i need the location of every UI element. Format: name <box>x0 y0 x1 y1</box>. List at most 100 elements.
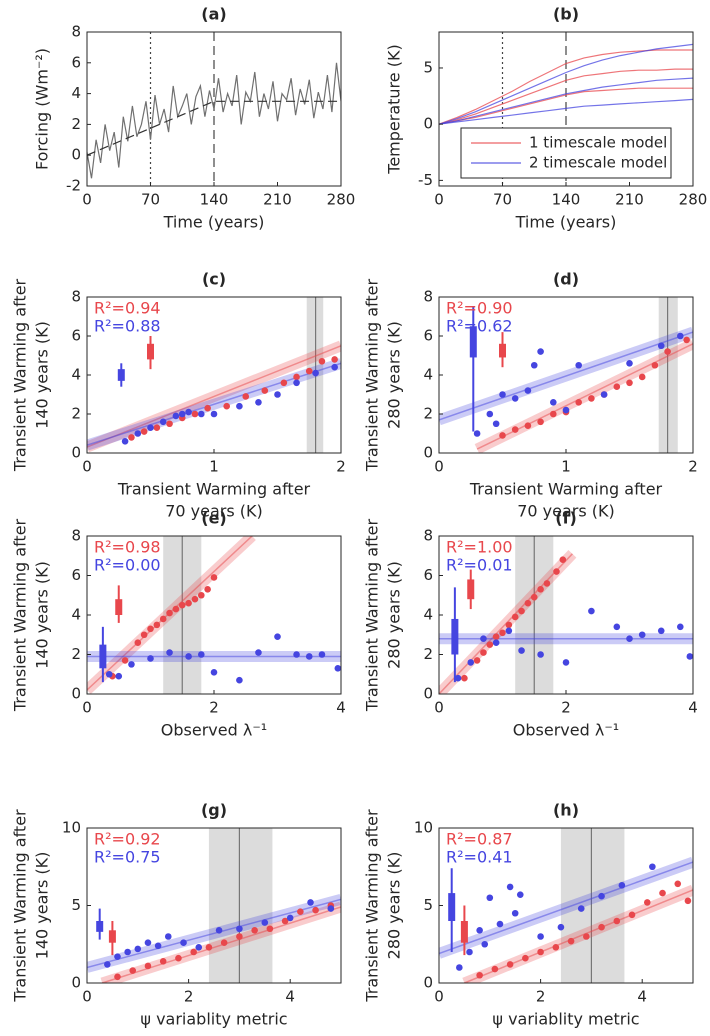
y-axis-label: 140 years (K) <box>33 321 52 429</box>
box <box>448 893 456 921</box>
point <box>164 933 172 940</box>
point <box>511 909 519 917</box>
point <box>537 418 544 426</box>
x-tick-label: 4 <box>688 699 698 717</box>
point <box>543 580 551 587</box>
x-axis-label: Time (years) <box>163 213 265 232</box>
y-axis-label: Forcing (Wm⁻²) <box>33 48 52 170</box>
box <box>451 618 459 655</box>
panel: (e) 0 2 4 0 2 4 6 8 Observed λ⁻¹ Transient Warming… <box>11 509 346 740</box>
y-tick-label: -5 <box>418 171 433 189</box>
point <box>159 418 167 426</box>
point <box>486 894 494 902</box>
point <box>242 393 250 400</box>
point <box>236 402 243 410</box>
point <box>552 944 560 951</box>
point <box>178 601 186 609</box>
point <box>318 651 326 658</box>
plot-content <box>439 536 693 694</box>
x-tick-label: 4 <box>285 988 295 1006</box>
panel: (f) 0 2 4 0 2 4 6 8 Observed λ⁻¹ Transient Warming… <box>363 509 698 740</box>
plot-content <box>439 32 693 186</box>
point <box>643 899 651 906</box>
point <box>626 379 633 387</box>
y-axis-label: 140 years (K) <box>33 561 52 669</box>
y-tick-label: 0 <box>71 685 81 703</box>
point <box>575 399 582 406</box>
point <box>180 939 187 946</box>
y-tick-label: 6 <box>71 53 81 71</box>
point <box>121 657 129 664</box>
point <box>159 958 167 965</box>
point <box>686 653 693 660</box>
point <box>255 399 262 406</box>
point <box>486 410 494 418</box>
point <box>223 402 230 410</box>
x-tick-label: 140 <box>552 191 581 209</box>
panel: (h) 0 2 4 0 5 10 ψ variablity metric Transient W… <box>363 801 694 1029</box>
r-squared-label: R²=0.98 <box>94 538 161 557</box>
point <box>191 410 199 418</box>
point <box>511 613 519 621</box>
observation-range <box>208 828 273 983</box>
box <box>467 579 475 600</box>
point <box>198 410 205 418</box>
x-tick-label: 140 <box>200 191 229 209</box>
x-axis-label: 70 years (K) <box>165 502 263 521</box>
point <box>140 631 148 639</box>
x-tick-label: 2 <box>184 988 194 1006</box>
point <box>327 905 335 912</box>
panel-title: (g) <box>201 801 227 820</box>
point <box>626 635 633 642</box>
x-tick-label: 0 <box>82 191 92 209</box>
point <box>659 889 666 897</box>
point <box>215 927 223 934</box>
point <box>114 973 121 981</box>
point <box>153 621 161 629</box>
point <box>312 369 319 377</box>
point <box>550 399 557 406</box>
point <box>185 408 192 416</box>
panel: (c) 0 1 2 0 2 4 6 8 Transient Warming after 70 yea… <box>11 270 346 521</box>
y-axis-label: Transient Warming after <box>363 809 382 1003</box>
box <box>117 369 125 381</box>
x-tick-label: 280 <box>327 191 356 209</box>
panel-title: (e) <box>201 509 226 528</box>
y-axis-label: Transient Warming after <box>11 809 30 1003</box>
point <box>172 412 180 420</box>
x-axis-label: Transient Warming after <box>469 480 663 499</box>
point <box>613 623 621 631</box>
panel-title: (c) <box>202 270 226 289</box>
y-axis-label: 140 years (K) <box>33 852 52 960</box>
point <box>567 937 575 945</box>
x-tick-label: 4 <box>336 699 346 717</box>
point <box>562 659 570 666</box>
y-tick-label: 8 <box>423 527 433 545</box>
point <box>626 360 633 367</box>
point <box>305 367 313 375</box>
y-tick-label: 8 <box>71 288 81 306</box>
y-axis-label: Transient Warming after <box>363 278 382 472</box>
y-tick-label: 0 <box>423 115 433 133</box>
plot-area <box>87 536 341 694</box>
x-tick-label: 0 <box>434 699 444 717</box>
point <box>144 962 152 970</box>
y-tick-label: 0 <box>423 974 433 992</box>
point <box>461 674 468 682</box>
observation-range <box>658 297 678 453</box>
point <box>664 348 671 355</box>
point <box>134 430 142 437</box>
point <box>266 925 274 933</box>
y-tick-label: 4 <box>71 366 81 384</box>
point <box>334 665 341 672</box>
x-tick-label: 0 <box>82 988 92 1006</box>
point <box>499 432 506 439</box>
y-tick-label: 0 <box>71 444 81 462</box>
point <box>129 967 137 974</box>
point <box>492 420 500 428</box>
point <box>511 426 519 433</box>
plot-area <box>439 536 693 694</box>
point <box>657 342 665 350</box>
x-axis-label: ψ variablity metric <box>492 1010 639 1029</box>
